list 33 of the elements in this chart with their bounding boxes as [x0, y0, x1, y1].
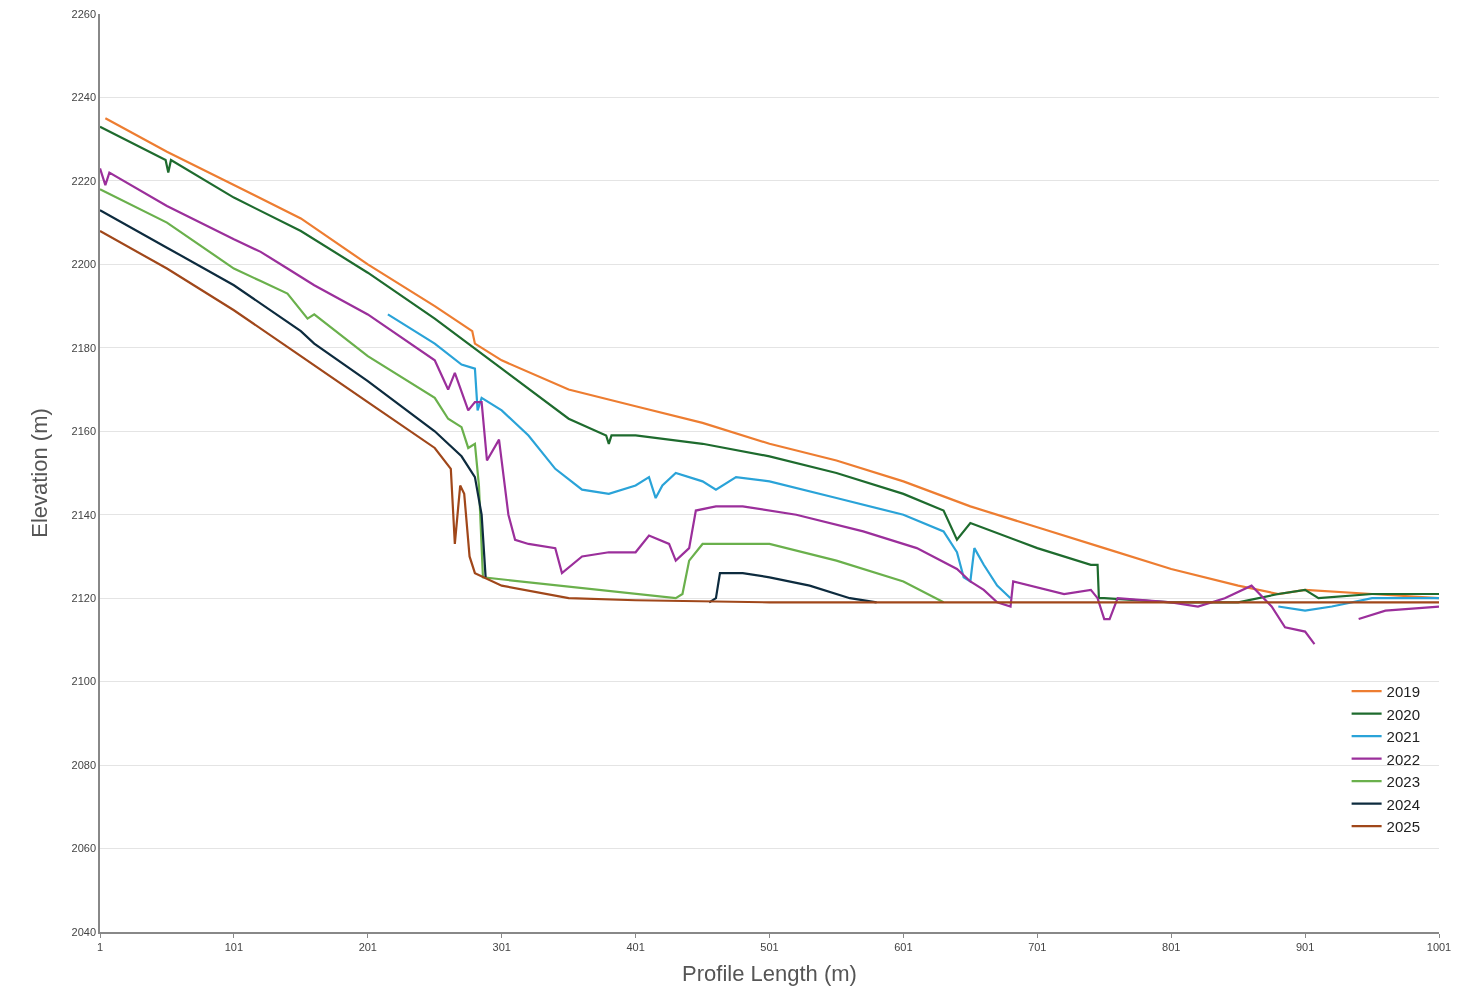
legend-label: 2019: [1386, 683, 1420, 701]
x-axis-title: Profile Length (m): [682, 961, 857, 987]
x-tick-label: 801: [1162, 940, 1181, 953]
x-tick-label: 101: [224, 940, 244, 953]
y-tick-label: 2160: [71, 425, 97, 438]
legend-label: 2023: [1386, 773, 1420, 791]
x-tick-label: 1001: [1426, 940, 1452, 953]
x-tick-label: 1: [96, 940, 104, 953]
y-tick-label: 2040: [71, 925, 97, 938]
y-tick-label: 2140: [71, 508, 97, 521]
x-tick-label: 201: [358, 940, 377, 953]
y-tick-label: 2080: [71, 758, 97, 771]
x-tick-label: 401: [626, 940, 645, 953]
y-axis-title: Elevation (m): [26, 408, 52, 538]
y-tick-label: 2100: [71, 675, 97, 688]
legend-label: 2024: [1386, 795, 1420, 813]
x-tick-label: 601: [894, 940, 913, 953]
y-tick-label: 2120: [71, 592, 97, 605]
x-tick-label: 701: [1028, 940, 1047, 953]
y-tick-label: 2240: [71, 91, 97, 104]
legend-label: 2021: [1386, 728, 1420, 746]
legend-label: 2025: [1386, 818, 1420, 836]
x-tick-label: 501: [760, 940, 779, 953]
x-tick-label: 901: [1295, 940, 1315, 953]
y-tick-label: 2260: [71, 7, 97, 20]
legend-label: 2020: [1386, 705, 1420, 723]
y-tick-label: 2220: [71, 174, 97, 187]
line-series: [100, 229, 1439, 604]
y-tick-label: 2060: [71, 842, 97, 855]
x-tick-label: 301: [492, 940, 511, 953]
legend-label: 2022: [1386, 750, 1420, 768]
y-tick-label: 2200: [71, 258, 97, 271]
y-tick-label: 2180: [71, 341, 97, 354]
